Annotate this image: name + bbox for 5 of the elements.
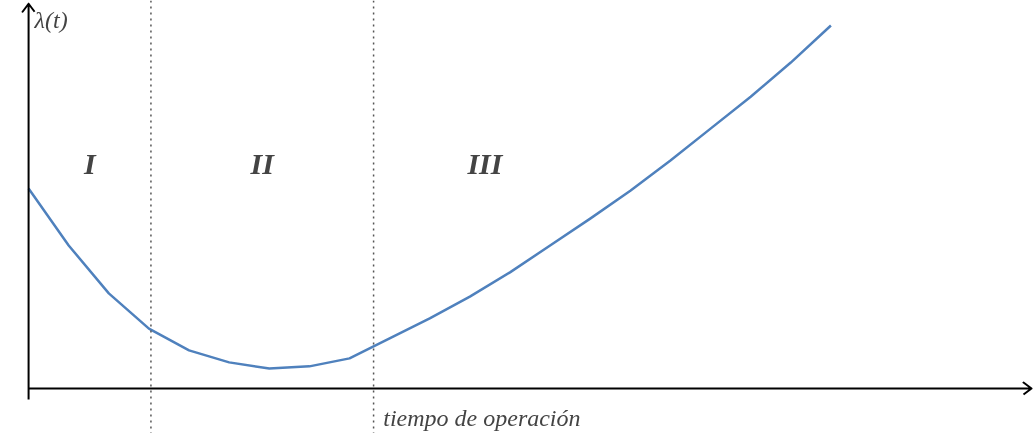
y-axis-title: λ(t) (33, 7, 68, 34)
annotation: II (249, 146, 276, 180)
annotation: III (466, 146, 504, 180)
x-axis-title: tiempo de operación (383, 404, 581, 431)
annotation: I (82, 146, 97, 180)
